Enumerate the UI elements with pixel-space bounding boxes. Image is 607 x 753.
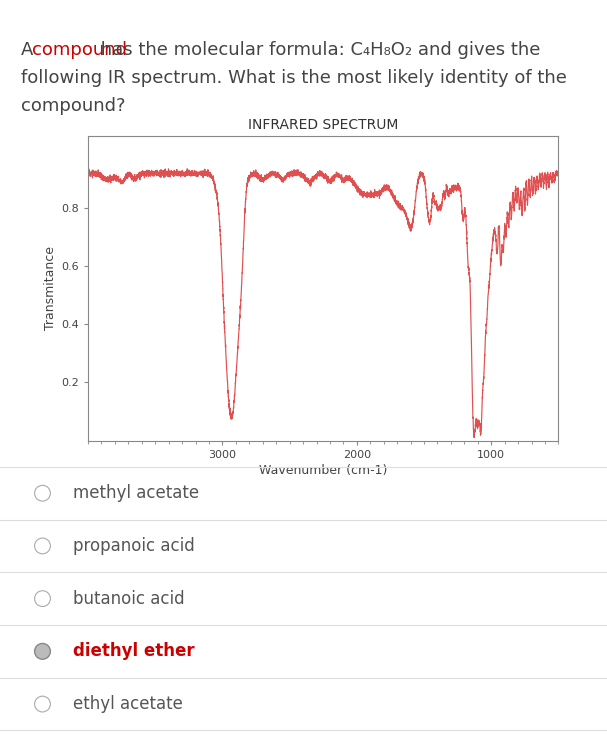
- Text: A: A: [21, 41, 39, 59]
- Text: propanoic acid: propanoic acid: [73, 537, 195, 555]
- Text: butanoic acid: butanoic acid: [73, 590, 185, 608]
- X-axis label: Wavenumber (cm-1): Wavenumber (cm-1): [259, 464, 387, 477]
- Text: has the molecular formula: C₄H₈O₂ and gives the: has the molecular formula: C₄H₈O₂ and gi…: [95, 41, 540, 59]
- Text: ethyl acetate: ethyl acetate: [73, 695, 183, 713]
- Text: compound: compound: [32, 41, 127, 59]
- Text: diethyl ether: diethyl ether: [73, 642, 194, 660]
- Text: methyl acetate: methyl acetate: [73, 484, 199, 502]
- Text: compound?: compound?: [21, 97, 126, 115]
- Y-axis label: Transmitance: Transmitance: [44, 246, 57, 330]
- Title: INFRARED SPECTRUM: INFRARED SPECTRUM: [248, 117, 398, 132]
- Text: following IR spectrum. What is the most likely identity of the: following IR spectrum. What is the most …: [21, 69, 567, 87]
